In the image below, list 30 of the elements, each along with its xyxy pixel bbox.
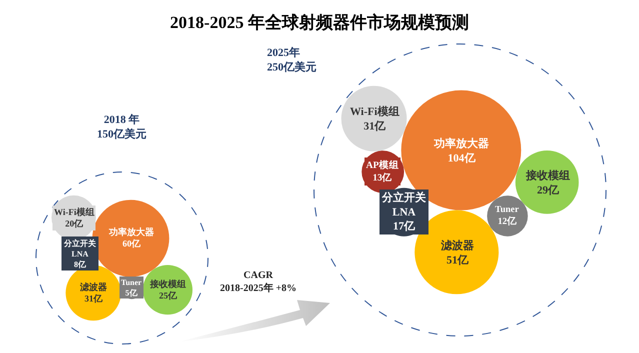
category-label: 接收模组 (149, 279, 186, 289)
category-label: 接收模组 (525, 169, 570, 182)
text: 2025年 250亿美元 (267, 46, 316, 74)
category-label: Wi-Fi模组 (54, 207, 94, 217)
data-label: 25亿 (159, 290, 178, 301)
category-label: 滤波器 (440, 239, 474, 252)
data-label: 31亿 (84, 294, 104, 304)
data-label: 8亿 (74, 260, 87, 269)
category-label: 滤波器 (79, 282, 107, 292)
data-label: 12亿 (498, 216, 518, 228)
category-label: AP模组 (366, 159, 399, 171)
text: 2018 年 150亿美元 (97, 113, 146, 140)
category-label: 功率放大器 (433, 137, 489, 150)
category-label: Wi-Fi模组 (350, 105, 400, 118)
data-label: 5亿 (125, 288, 138, 298)
data-label: 29亿 (537, 184, 560, 196)
data-label: 60亿 (122, 238, 142, 249)
data-label: 13亿 (372, 172, 394, 184)
data-label: 51亿 (446, 254, 470, 266)
data-label: 17亿 (393, 220, 416, 233)
data-label: 20亿 (65, 218, 84, 229)
category-label: Tuner (121, 278, 142, 287)
text: CAGR 2018-2025年 +8% (220, 270, 297, 294)
category-label: Tuner (495, 205, 519, 215)
category-label: 功率放大器 (108, 227, 154, 237)
data-label: 104亿 (448, 152, 476, 164)
data-label: 31亿 (364, 120, 387, 132)
text: 2018-2025 年全球射频器件市场规模预测 (170, 12, 469, 32)
category-label: 分立开关 LNA (63, 238, 97, 258)
category-label: 分立开关 LNA (381, 191, 427, 218)
